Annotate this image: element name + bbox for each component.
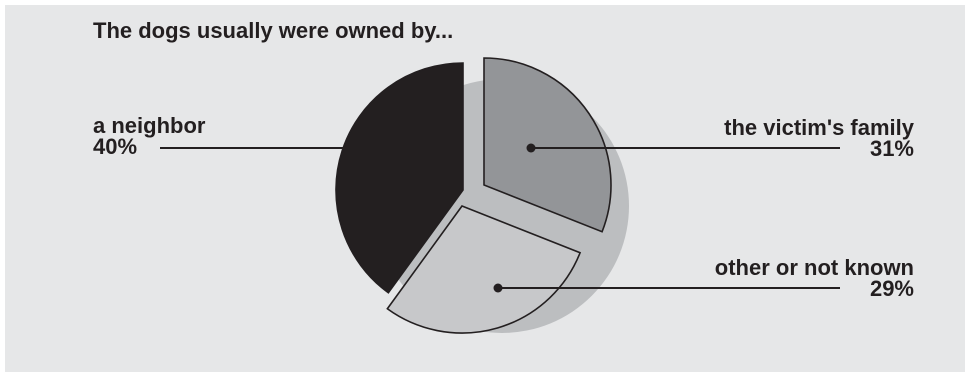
slice-neighbor bbox=[335, 62, 464, 294]
slice-family bbox=[483, 57, 612, 233]
label-family: the victim's family 31% bbox=[724, 115, 914, 161]
label-family-name: the victim's family bbox=[724, 115, 914, 140]
label-other-value: 29% bbox=[869, 276, 914, 301]
label-neighbor-name: a neighbor bbox=[93, 113, 206, 138]
label-neighbor-value: 40% bbox=[93, 134, 138, 159]
label-neighbor: a neighbor 40% bbox=[93, 113, 206, 159]
label-family-value: 31% bbox=[869, 136, 914, 161]
chart-title: The dogs usually were owned by... bbox=[93, 18, 454, 43]
leader-other-dot bbox=[493, 283, 503, 293]
label-other: other or not known 29% bbox=[714, 255, 914, 301]
label-other-name: other or not known bbox=[714, 255, 914, 280]
slice-other bbox=[386, 205, 582, 334]
leader-family-dot bbox=[526, 143, 536, 153]
